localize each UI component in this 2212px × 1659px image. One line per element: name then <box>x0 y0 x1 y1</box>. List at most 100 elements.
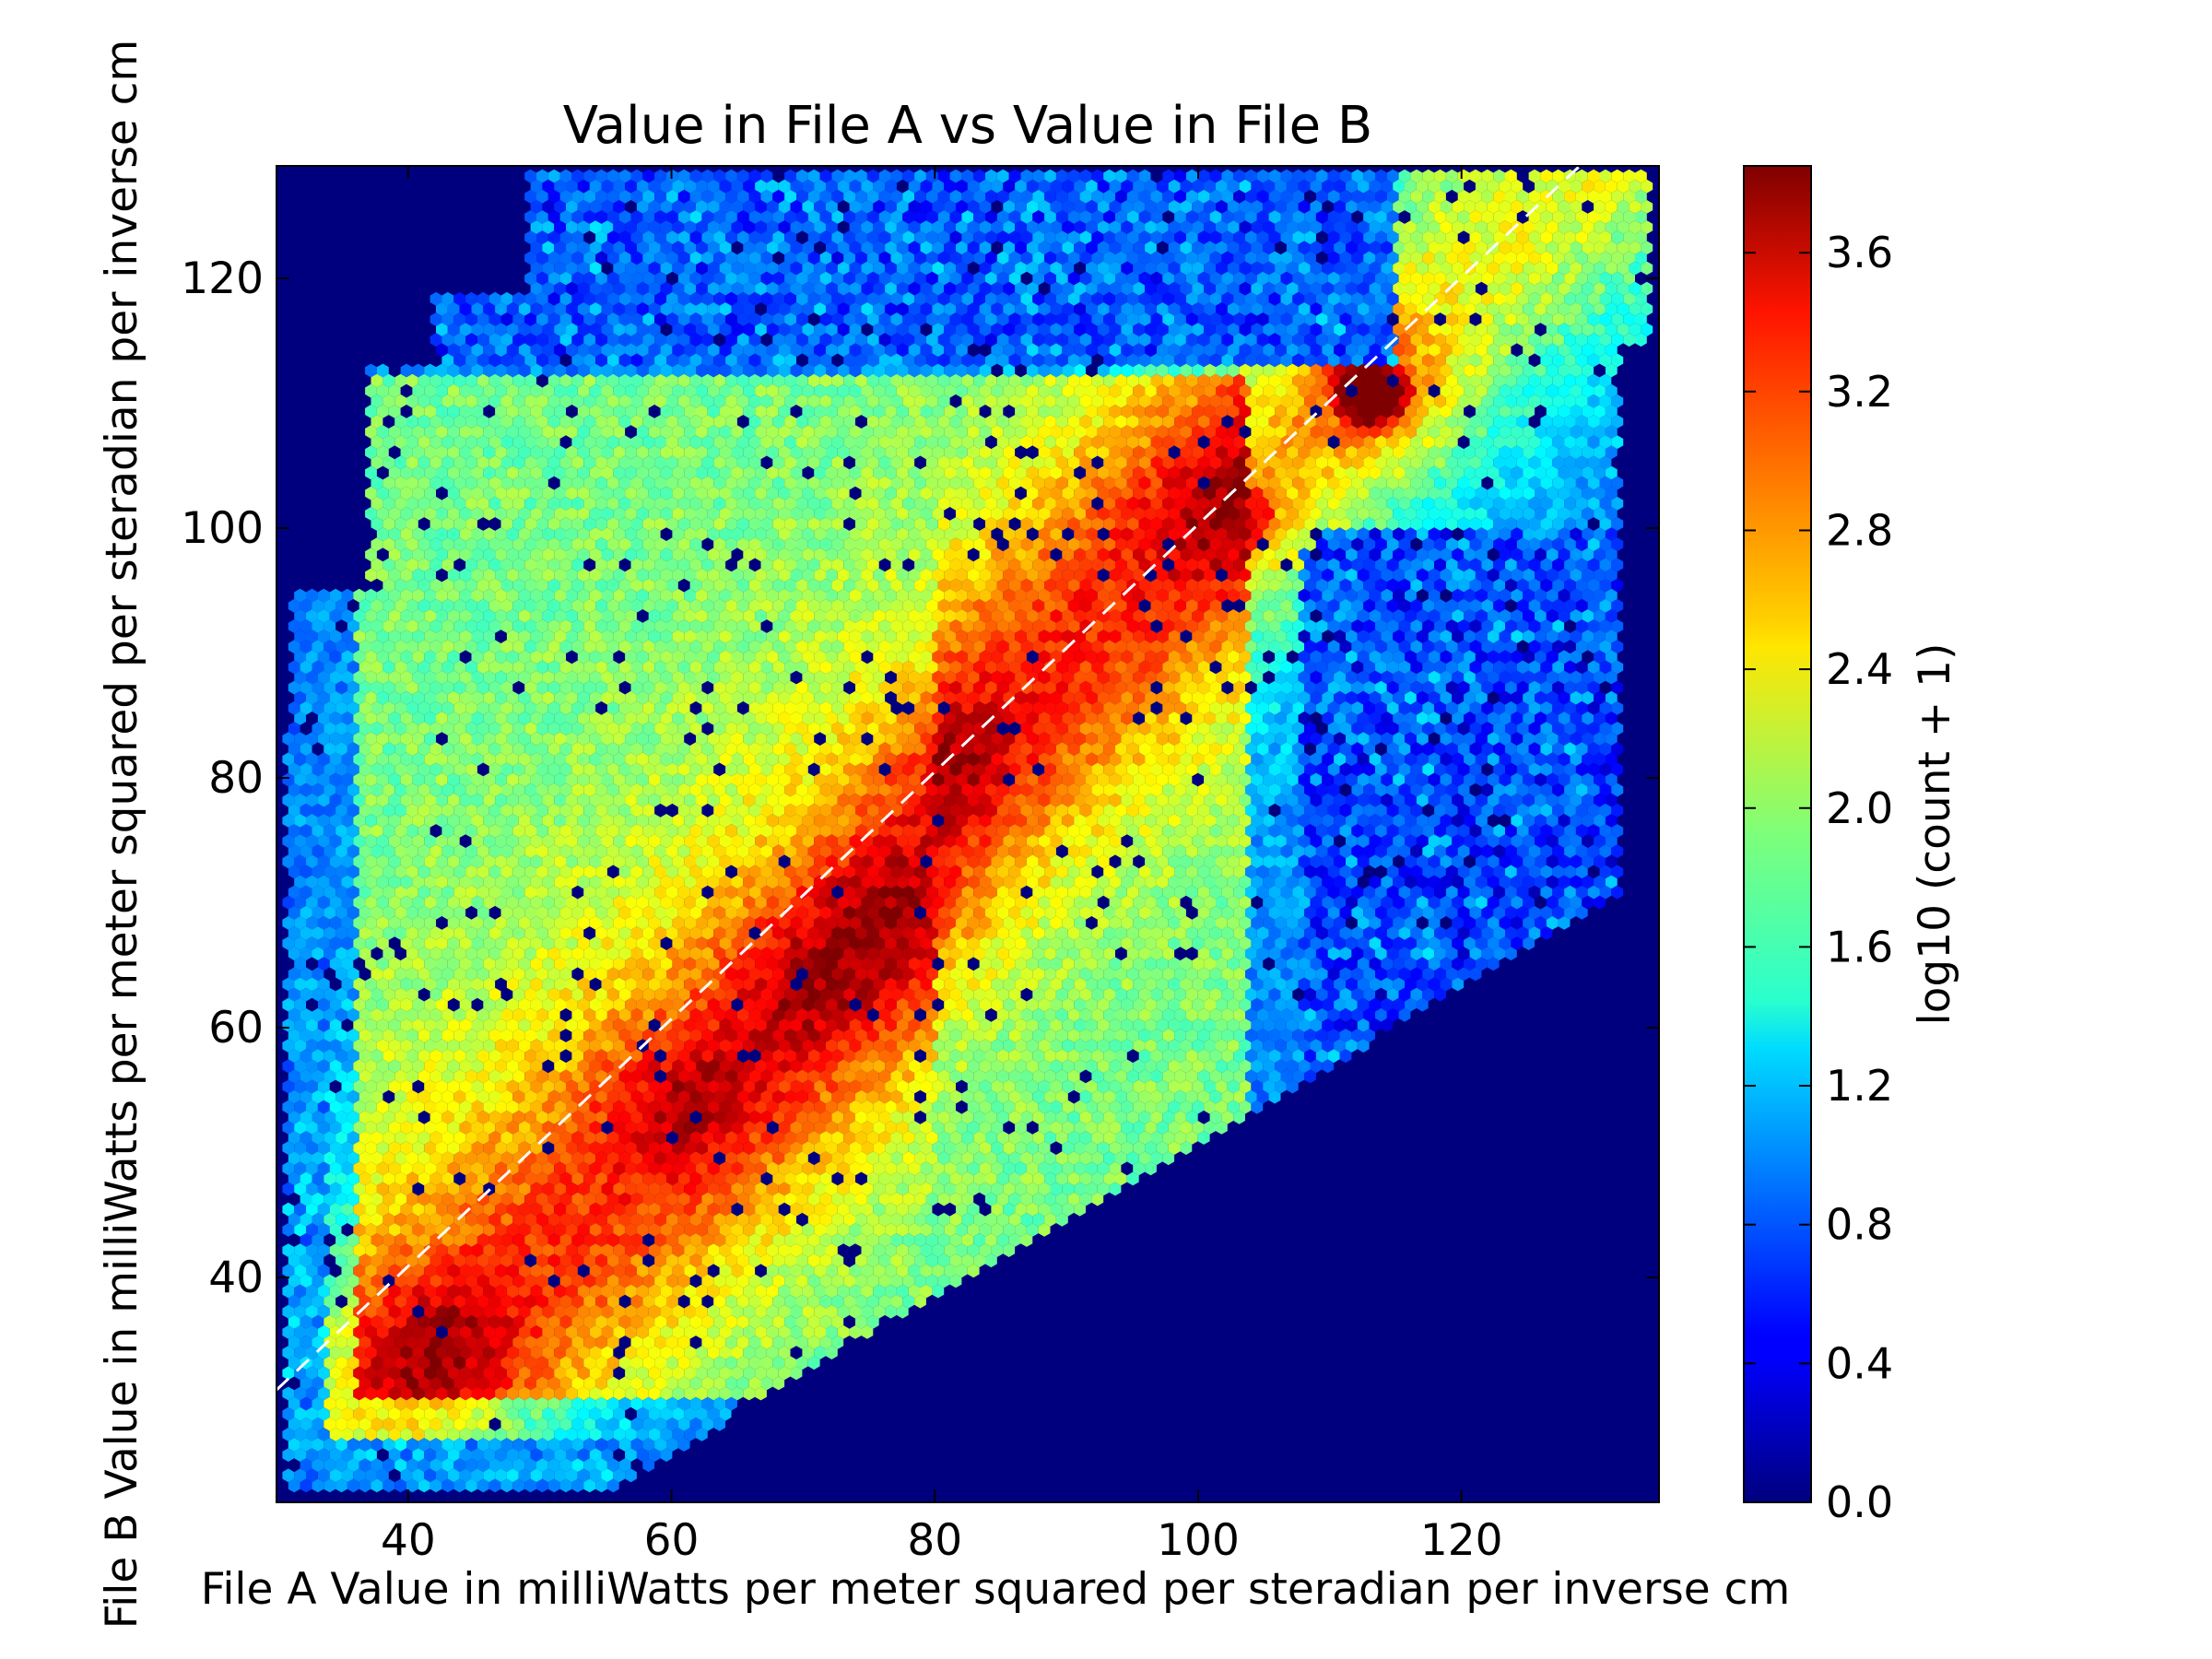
hex-cell <box>618 210 631 224</box>
hex-cell <box>1280 251 1293 265</box>
hex-cell <box>542 179 555 194</box>
hex-cell <box>654 169 666 183</box>
hex-cell <box>559 271 572 286</box>
hex-cell <box>1398 169 1411 183</box>
hex-cell <box>1304 169 1316 183</box>
hex-cell <box>908 281 921 296</box>
hex-cell <box>1363 169 1375 183</box>
hex-cell <box>1570 220 1583 234</box>
hex-cell <box>1062 241 1075 255</box>
hex-cell <box>760 271 773 286</box>
hex-cell <box>731 179 744 194</box>
hex-cell <box>1216 200 1228 214</box>
hex-cell <box>1351 230 1364 245</box>
hex-cell <box>743 261 756 276</box>
hex-cell <box>1091 169 1104 183</box>
hex-cell <box>1286 241 1299 255</box>
hex-cell <box>1003 241 1016 255</box>
hex-cell <box>689 271 702 286</box>
hex-cell <box>1286 261 1299 276</box>
hex-cell <box>1339 271 1352 286</box>
hex-cell <box>1055 230 1068 245</box>
hex-cell <box>1298 200 1311 214</box>
hex-cell <box>1629 261 1641 276</box>
hex-cell <box>1044 169 1056 183</box>
hex-cell <box>524 210 536 224</box>
hex-cell <box>760 230 773 245</box>
hex-cell <box>1050 261 1063 276</box>
hex-cell <box>1245 251 1257 265</box>
hex-cell <box>914 271 926 286</box>
hex-cell <box>1251 200 1264 214</box>
hex-cell <box>1197 169 1210 183</box>
hex-cell <box>944 241 956 255</box>
hex-cell <box>1552 230 1565 245</box>
hex-cell <box>1126 251 1139 265</box>
hex-cell <box>1003 220 1016 234</box>
hex-cell <box>689 210 702 224</box>
hex-cell <box>595 230 607 245</box>
hex-cell <box>696 281 708 296</box>
hex-cell <box>991 220 1004 234</box>
hex-cell <box>1469 230 1482 245</box>
hex-cell <box>1575 230 1588 245</box>
hex-cell <box>1505 251 1517 265</box>
hex-cell <box>802 261 815 276</box>
hex-cell <box>1263 241 1276 255</box>
hex-cell <box>719 179 732 194</box>
hex-cell <box>1505 271 1517 286</box>
hex-cell <box>1605 200 1618 214</box>
hex-cell <box>985 169 997 183</box>
hex-cell <box>1275 261 1287 276</box>
hex-cell <box>996 189 1009 204</box>
hex-cell <box>755 241 767 255</box>
hex-cell <box>937 210 950 224</box>
hex-cell <box>1109 200 1122 214</box>
hex-cell <box>748 271 761 286</box>
hex-cell <box>1145 179 1157 194</box>
hex-cell <box>1452 200 1465 214</box>
hex-cell <box>1363 210 1375 224</box>
hex-cell <box>1209 189 1222 204</box>
hex-cell <box>1074 281 1086 296</box>
hex-cell <box>967 179 980 194</box>
hex-cell <box>547 189 560 204</box>
hex-cell <box>985 251 997 265</box>
hex-cell <box>814 179 826 194</box>
hex-cell <box>1410 189 1423 204</box>
hex-cell <box>1256 210 1269 224</box>
hex-cell <box>701 230 714 245</box>
hex-cell <box>547 210 560 224</box>
hex-cell <box>1239 200 1252 214</box>
hex-cell <box>1251 241 1264 255</box>
hex-cell <box>896 261 909 276</box>
hex-cell <box>571 169 584 183</box>
hex-cell <box>1623 189 1635 204</box>
hex-cell <box>1546 261 1559 276</box>
hex-cell <box>1469 210 1482 224</box>
hex-cell <box>1346 200 1358 214</box>
hex-cell <box>630 169 643 183</box>
hex-cell <box>660 200 673 214</box>
hex-cell <box>1174 251 1186 265</box>
hex-cell <box>849 241 862 255</box>
hex-cell <box>559 230 572 245</box>
hex-cell <box>1475 241 1488 255</box>
hex-cell <box>1381 241 1394 255</box>
hex-cell <box>937 189 950 204</box>
hex-cell <box>1629 179 1641 194</box>
hex-cell <box>1528 210 1541 224</box>
hex-cell <box>684 200 696 214</box>
hex-cell <box>554 281 566 296</box>
hex-cell <box>1339 210 1352 224</box>
hex-cell <box>1079 189 1092 204</box>
hex-cell <box>855 210 867 224</box>
hex-cell <box>1008 210 1021 224</box>
hex-cell <box>1511 241 1524 255</box>
hex-cell <box>843 251 855 265</box>
hex-cell <box>1594 241 1606 255</box>
hex-cell <box>1256 271 1269 286</box>
hex-cell <box>944 200 956 214</box>
hex-cell <box>1145 261 1157 276</box>
hex-cell <box>589 179 602 194</box>
